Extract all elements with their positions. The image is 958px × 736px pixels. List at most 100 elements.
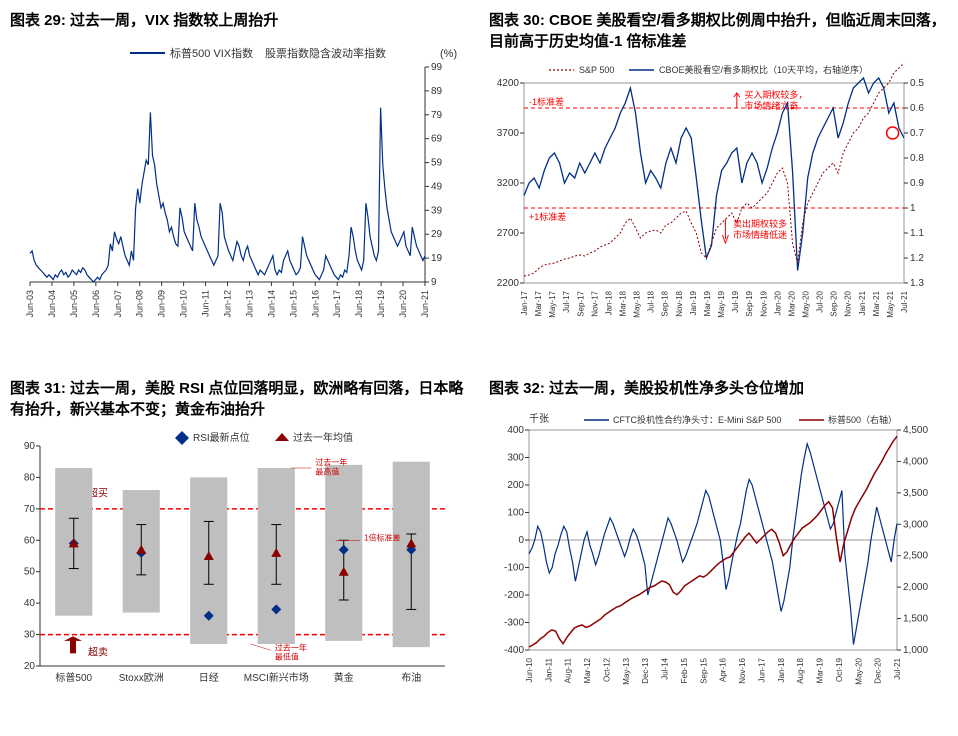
- svg-text:Mar-17: Mar-17: [534, 290, 543, 316]
- svg-text:Jul-18: Jul-18: [647, 290, 656, 312]
- svg-text:Sep-15: Sep-15: [699, 657, 708, 683]
- svg-text:Mar-19: Mar-19: [816, 657, 825, 683]
- svg-text:100: 100: [507, 508, 524, 519]
- svg-text:Nov-17: Nov-17: [590, 290, 599, 316]
- svg-text:1.2: 1.2: [910, 253, 924, 264]
- svg-text:最高值: 最高值: [315, 466, 339, 476]
- svg-text:Jun-06: Jun-06: [91, 290, 101, 318]
- svg-text:Jun-19: Jun-19: [376, 290, 386, 318]
- svg-text:Mar-19: Mar-19: [703, 290, 712, 316]
- chart-31-title-text: 过去一周，美股 RSI 点位回落明显，欧洲略有回落，日本略有抬升，新兴基本不变；…: [10, 380, 463, 418]
- svg-text:Jan-19: Jan-19: [689, 290, 698, 315]
- svg-text:Jan-11: Jan-11: [544, 657, 553, 681]
- svg-text:Mar-12: Mar-12: [583, 657, 592, 683]
- svg-text:Dec-20: Dec-20: [874, 657, 883, 683]
- svg-text:Dec-13: Dec-13: [641, 657, 650, 683]
- svg-text:3200: 3200: [497, 178, 520, 189]
- svg-text:Aug-18: Aug-18: [796, 657, 805, 683]
- svg-text:0.6: 0.6: [910, 103, 924, 114]
- svg-text:市场情绪亢奋: 市场情绪亢奋: [744, 100, 798, 111]
- svg-text:-400: -400: [504, 645, 524, 656]
- svg-text:S&P 500: S&P 500: [579, 65, 614, 75]
- svg-text:Jan-18: Jan-18: [777, 657, 786, 682]
- chart-30-title-num: 图表 30:: [489, 12, 549, 29]
- svg-text:Jul-19: Jul-19: [731, 290, 740, 312]
- svg-text:千张: 千张: [529, 413, 549, 425]
- svg-text:0.7: 0.7: [910, 128, 924, 139]
- svg-text:4200: 4200: [497, 78, 520, 89]
- svg-text:Mar-20: Mar-20: [787, 290, 796, 316]
- svg-text:89: 89: [431, 86, 443, 97]
- svg-text:买入期权较多，: 买入期权较多，: [744, 89, 807, 100]
- svg-text:Jan-18: Jan-18: [604, 290, 613, 315]
- svg-text:Jul-21: Jul-21: [900, 290, 909, 312]
- svg-text:Jun-05: Jun-05: [69, 290, 79, 318]
- svg-text:1,000: 1,000: [903, 645, 928, 656]
- svg-text:Nov-18: Nov-18: [675, 290, 684, 316]
- svg-text:Sep-18: Sep-18: [661, 290, 670, 316]
- svg-text:Jun-09: Jun-09: [157, 290, 167, 318]
- svg-text:Jun-18: Jun-18: [354, 290, 364, 318]
- svg-text:Feb-15: Feb-15: [680, 657, 689, 683]
- svg-text:May-20: May-20: [801, 290, 810, 317]
- svg-text:市场情绪低迷: 市场情绪低迷: [733, 229, 787, 240]
- svg-text:2,500: 2,500: [903, 551, 928, 562]
- svg-text:Jun-07: Jun-07: [113, 290, 123, 318]
- svg-text:2700: 2700: [497, 228, 520, 239]
- svg-text:2200: 2200: [497, 278, 520, 289]
- svg-text:Mar-21: Mar-21: [872, 290, 881, 316]
- svg-text:Jun-13: Jun-13: [244, 290, 254, 318]
- svg-text:90: 90: [24, 441, 36, 452]
- svg-text:Sep-20: Sep-20: [830, 290, 839, 316]
- svg-text:Apr-16: Apr-16: [719, 657, 728, 682]
- chart-30-svg: S&P 500 CBOE美股看空/看多期权比（10天平均，右轴逆序） 2200 270…: [489, 58, 939, 328]
- chart-29-title: 图表 29: 过去一周，VIX 指数较上周抬升: [10, 10, 469, 31]
- svg-text:Mar-18: Mar-18: [619, 290, 628, 316]
- svg-text:MSCI新兴市场: MSCI新兴市场: [244, 671, 309, 684]
- svg-text:标普500（右轴）: 标普500（右轴）: [828, 414, 897, 425]
- chart-30-title: 图表 30: CBOE 美股看空/看多期权比例周中抬升，但临近周末回落，目前高于…: [489, 10, 948, 52]
- svg-text:0.9: 0.9: [910, 178, 924, 189]
- svg-text:1.3: 1.3: [910, 278, 924, 289]
- svg-text:50: 50: [24, 567, 36, 578]
- svg-text:CBOE美股看空/看多期权比（10天平均，右轴逆序）: CBOE美股看空/看多期权比（10天平均，右轴逆序）: [659, 64, 868, 75]
- svg-text:Jun-10: Jun-10: [179, 290, 189, 318]
- svg-text:Jan-21: Jan-21: [858, 290, 867, 315]
- svg-text:0.8: 0.8: [910, 153, 924, 164]
- svg-text:Jan-20: Jan-20: [773, 290, 782, 315]
- svg-text:200: 200: [507, 480, 524, 491]
- svg-text:Aug-11: Aug-11: [564, 657, 573, 683]
- svg-text:May-20: May-20: [854, 657, 863, 684]
- svg-text:Jun-20: Jun-20: [398, 290, 408, 318]
- svg-text:-200: -200: [504, 590, 524, 601]
- svg-text:0.5: 0.5: [910, 78, 924, 89]
- svg-text:300: 300: [507, 453, 524, 464]
- svg-text:Nov-20: Nov-20: [844, 290, 853, 316]
- svg-text:3,500: 3,500: [903, 488, 928, 499]
- svg-text:9: 9: [431, 277, 437, 288]
- svg-text:黄金: 黄金: [334, 671, 354, 684]
- chart-32-title-num: 图表 32:: [489, 380, 549, 397]
- chart-29-title-text: 过去一周，VIX 指数较上周抬升: [70, 12, 278, 29]
- svg-text:19: 19: [431, 253, 443, 264]
- svg-text:0: 0: [518, 535, 524, 546]
- svg-text:过去一年: 过去一年: [315, 457, 347, 467]
- svg-text:Jun-21: Jun-21: [420, 290, 430, 318]
- chart-30-title-text: CBOE 美股看空/看多期权比例周中抬升，但临近周末回落，目前高于历史均值-1 …: [489, 12, 946, 50]
- svg-text:Jul-17: Jul-17: [562, 290, 571, 312]
- svg-text:-1标准差: -1标准差: [529, 96, 564, 107]
- svg-text:79: 79: [431, 110, 443, 121]
- svg-text:Jun-17: Jun-17: [332, 290, 342, 318]
- svg-text:39: 39: [431, 205, 443, 216]
- svg-text:超卖: 超卖: [88, 645, 108, 658]
- svg-text:过去一年: 过去一年: [275, 642, 307, 652]
- chart-30-panel: 图表 30: CBOE 美股看空/看多期权比例周中抬升，但临近周末回落，目前高于…: [489, 10, 948, 358]
- svg-text:400: 400: [507, 425, 524, 436]
- svg-text:Sep-19: Sep-19: [745, 290, 754, 316]
- svg-text:Oct-19: Oct-19: [835, 657, 844, 682]
- svg-text:(%): (%): [440, 48, 457, 60]
- svg-text:CFTC投机性合约净头寸：E-Mini S&P 500: CFTC投机性合约净头寸：E-Mini S&P 500: [613, 414, 781, 425]
- svg-text:日经: 日经: [199, 671, 219, 684]
- svg-text:Jun-03: Jun-03: [25, 290, 35, 318]
- chart-31-title: 图表 31: 过去一周，美股 RSI 点位回落明显，欧洲略有回落，日本略有抬升，…: [10, 378, 469, 420]
